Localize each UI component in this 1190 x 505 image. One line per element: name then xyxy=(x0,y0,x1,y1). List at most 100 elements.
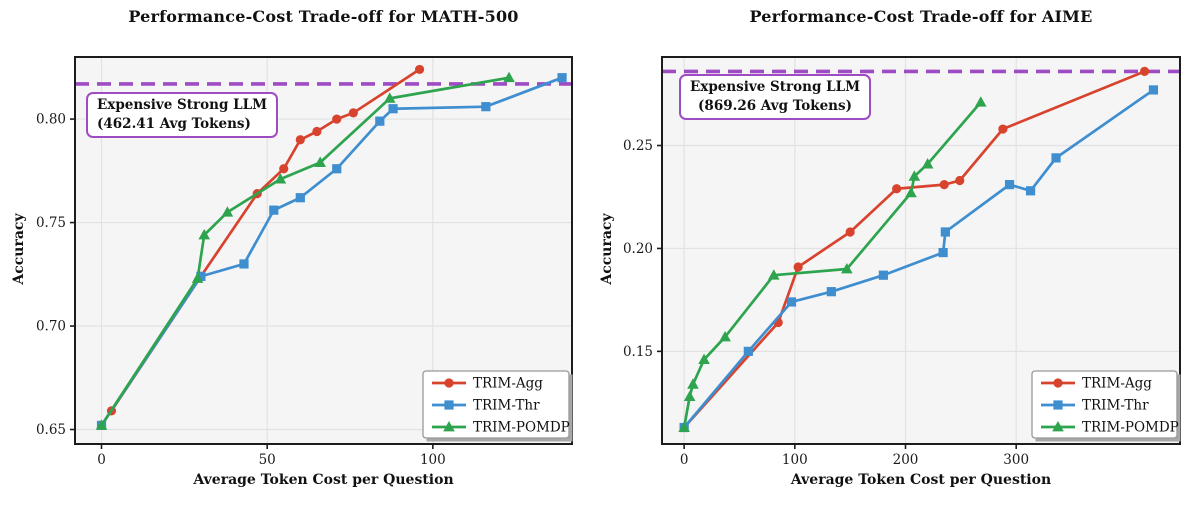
marker-TRIM-POMDP xyxy=(95,419,108,430)
marker-TRIM-Thr xyxy=(196,271,206,281)
axes-spines xyxy=(74,56,573,445)
marker-TRIM-Thr xyxy=(375,116,385,126)
legend-item-label: TRIM-POMDP xyxy=(473,420,570,436)
series-line-TRIM-POMDP xyxy=(100,76,511,427)
chart-math500: 0 50 100 0.65 0.70 0.75 0.80 TRIM-Agg TRIM-Thr TR… xyxy=(11,7,573,488)
legend-marker-TRIM-Agg xyxy=(1053,378,1063,388)
annotation-line1: Expensive Strong LLM xyxy=(690,79,861,95)
marker-TRIM-Agg xyxy=(348,108,358,118)
marker-TRIM-POMDP xyxy=(683,390,696,402)
marker-TRIM-Agg xyxy=(939,180,949,190)
marker-TRIM-Thr xyxy=(295,193,305,203)
chart-aime-canvas: 0 100 200 300 0.15 0.20 0.25 TRIM-Agg TRIM-Thr TR… xyxy=(623,56,1181,468)
y-axis-label: Accuracy xyxy=(11,213,27,285)
y-tick-label: 0.75 xyxy=(36,215,66,231)
marker-TRIM-Thr xyxy=(332,164,342,174)
marker-TRIM-Thr xyxy=(878,270,888,280)
x-axis-label: Average Token Cost per Question xyxy=(790,472,1052,488)
marker-TRIM-Thr xyxy=(481,102,491,112)
marker-TRIM-Agg xyxy=(332,114,342,124)
legend-marker-TRIM-POMDP xyxy=(1052,421,1064,432)
marker-TRIM-POMDP xyxy=(719,330,731,342)
marker-TRIM-Thr xyxy=(743,346,753,356)
x-tick-label: 200 xyxy=(893,452,919,468)
chart-title: Performance-Cost Trade-off for AIME xyxy=(749,7,1093,26)
marker-TRIM-POMDP xyxy=(974,96,987,107)
marker-TRIM-Thr xyxy=(938,247,948,258)
marker-TRIM-Thr xyxy=(1051,153,1061,163)
legend-marker-TRIM-Thr xyxy=(1053,400,1063,410)
y-tick-label: 0.70 xyxy=(36,319,66,335)
marker-TRIM-POMDP xyxy=(198,228,211,240)
marker-TRIM-POMDP xyxy=(698,353,710,365)
x-tick-label: 0 xyxy=(97,452,106,468)
legend-marker-TRIM-Agg xyxy=(444,378,454,388)
marker-TRIM-Agg xyxy=(998,124,1008,134)
marker-TRIM-Agg xyxy=(312,126,322,137)
x-tick-label: 300 xyxy=(1003,452,1029,468)
marker-TRIM-POMDP xyxy=(921,158,934,169)
marker-TRIM-Thr xyxy=(1025,186,1036,196)
x-tick-label: 100 xyxy=(782,452,808,468)
y-axis-label: Accuracy xyxy=(599,213,615,285)
legend-box xyxy=(1031,370,1178,439)
marker-TRIM-POMDP xyxy=(191,272,204,283)
marker-TRIM-Agg xyxy=(414,64,425,75)
marker-TRIM-Agg xyxy=(845,227,855,237)
y-tick-label: 0.15 xyxy=(623,344,653,360)
marker-TRIM-POMDP xyxy=(678,421,690,432)
legend-item-label: TRIM-Thr xyxy=(1082,398,1149,414)
legend-marker-TRIM-POMDP xyxy=(443,421,455,432)
annotation-line2: (869.26 Avg Tokens) xyxy=(698,98,852,115)
marker-TRIM-Agg xyxy=(279,164,289,174)
marker-TRIM-Thr xyxy=(826,287,836,297)
reference-annotation-box: Expensive Strong LLM (462.41 Avg Tokens) xyxy=(86,92,279,139)
chart-math500-canvas: 0 50 100 0.65 0.70 0.75 0.80 TRIM-Agg TRIM-Thr TR… xyxy=(36,56,573,468)
legend-item-label: TRIM-Thr xyxy=(473,398,540,414)
series-line-TRIM-Thr xyxy=(100,76,564,427)
marker-TRIM-Agg xyxy=(1139,66,1150,77)
marker-TRIM-POMDP xyxy=(908,170,921,181)
marker-TRIM-Agg xyxy=(955,175,965,186)
marker-TRIM-Thr xyxy=(269,205,279,215)
annotation-line1: Expensive Strong LLM xyxy=(97,97,268,113)
x-tick-label: 50 xyxy=(259,452,276,468)
y-tick-label: 0.65 xyxy=(36,422,66,438)
marker-TRIM-Agg xyxy=(295,135,305,145)
marker-TRIM-Agg xyxy=(892,184,902,194)
y-tick-label: 0.20 xyxy=(623,241,653,257)
annotation-line2: (462.41 Avg Tokens) xyxy=(97,116,251,133)
marker-TRIM-POMDP xyxy=(274,173,287,184)
marker-TRIM-POMDP xyxy=(221,206,234,217)
x-axis-label: Average Token Cost per Question xyxy=(193,472,454,488)
marker-TRIM-POMDP xyxy=(905,186,917,198)
reference-annotation-box: Expensive Strong LLM (869.26 Avg Tokens) xyxy=(679,74,872,121)
axes-spines xyxy=(661,56,1181,445)
marker-TRIM-Thr xyxy=(388,104,398,114)
marker-TRIM-Thr xyxy=(786,297,797,307)
marker-TRIM-POMDP xyxy=(503,71,515,83)
x-tick-label: 100 xyxy=(420,452,446,468)
legend-item-label: TRIM-Agg xyxy=(1082,376,1152,392)
legend-item-label: TRIM-Agg xyxy=(473,376,543,392)
marker-TRIM-POMDP xyxy=(314,156,326,167)
marker-TRIM-Agg xyxy=(793,262,803,272)
legend-box xyxy=(422,370,570,439)
legend-marker-TRIM-Thr xyxy=(444,400,454,410)
marker-TRIM-POMDP xyxy=(767,269,780,280)
marker-TRIM-POMDP xyxy=(687,378,699,389)
marker-TRIM-Thr xyxy=(1004,180,1015,190)
marker-TRIM-POMDP xyxy=(383,92,396,103)
chart-title: Performance-Cost Trade-off for MATH-500 xyxy=(128,7,519,26)
x-tick-label: 0 xyxy=(680,452,689,468)
marker-TRIM-Thr xyxy=(239,259,249,269)
marker-TRIM-Thr xyxy=(940,227,950,237)
marker-TRIM-POMDP xyxy=(841,263,853,274)
marker-TRIM-Thr xyxy=(557,73,567,83)
y-tick-label: 0.80 xyxy=(36,112,66,128)
legend-item-label: TRIM-POMDP xyxy=(1082,420,1179,436)
y-tick-label: 0.25 xyxy=(623,138,653,154)
chart-aime: 0 100 200 300 0.15 0.20 0.25 TRIM-Agg TRIM-Thr TR… xyxy=(595,0,1190,505)
marker-TRIM-Thr xyxy=(1148,85,1159,95)
